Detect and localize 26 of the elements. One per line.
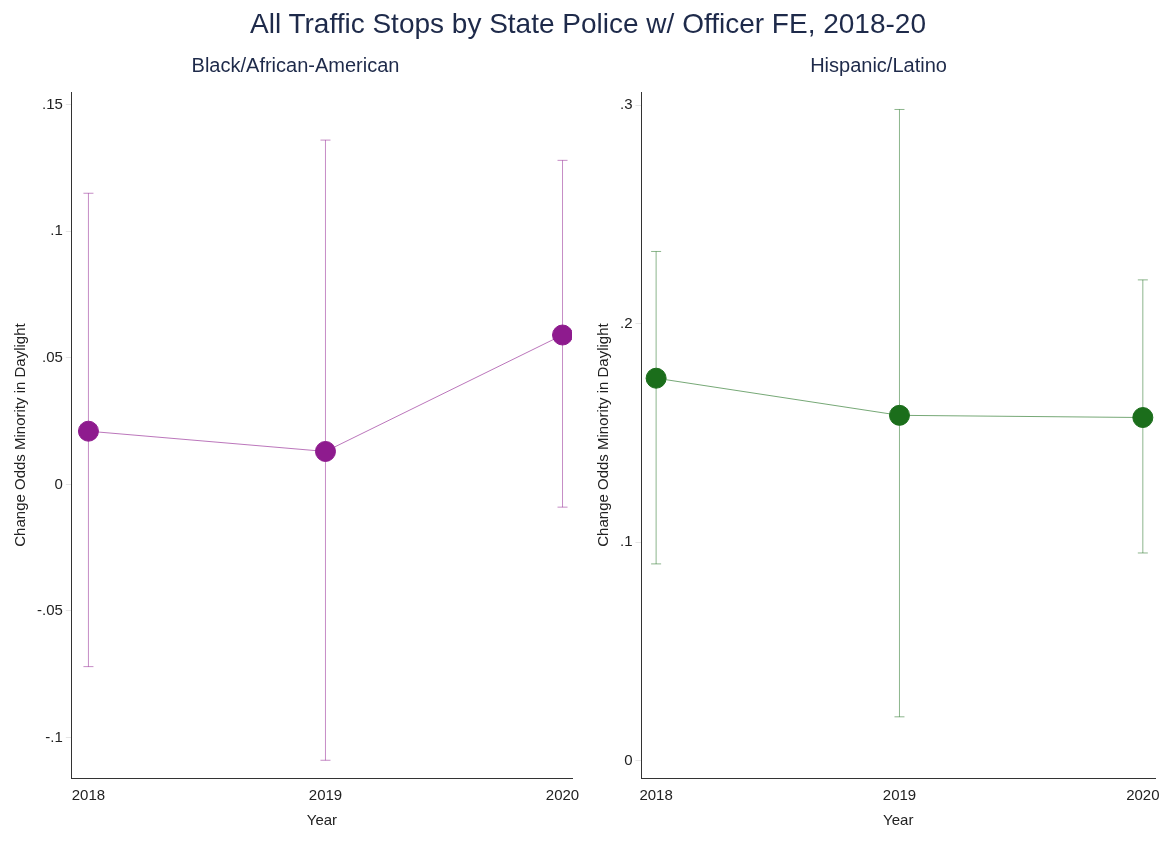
x-axis-title: Year xyxy=(883,811,914,829)
y-axis-title: Change Odds Minority in Daylight xyxy=(594,322,612,547)
y-tick-label: -.05 xyxy=(36,601,63,619)
y-tick-label: .05 xyxy=(41,347,63,365)
point xyxy=(77,420,99,442)
y-tick-label: .1 xyxy=(619,532,633,550)
point xyxy=(314,440,336,462)
y-tick-label: .1 xyxy=(50,221,63,239)
y-tick-label: .15 xyxy=(41,94,63,112)
x-tick-label: 2019 xyxy=(308,786,343,804)
chart-title: All Traffic Stops by State Police w/ Officer FE, 2018-20 xyxy=(249,8,927,40)
y-tick-label: .3 xyxy=(619,95,633,113)
x-tick-label: 2018 xyxy=(71,786,106,804)
x-tick-label: 2020 xyxy=(545,786,580,804)
chart-subtitle: Black/African-American xyxy=(191,53,400,76)
y-tick-label: 0 xyxy=(624,750,633,768)
x-tick-label: 2019 xyxy=(882,786,917,804)
point xyxy=(552,324,572,346)
x-tick-label: 2018 xyxy=(639,786,673,804)
y-tick-label: 0 xyxy=(54,474,63,492)
chart-subtitle: Hispanic/Latino xyxy=(810,53,947,76)
x-axis-title: Year xyxy=(306,811,338,829)
y-tick-label: -.1 xyxy=(45,727,63,745)
x-tick-label: 2020 xyxy=(1126,786,1160,804)
y-axis-title: Change Odds Minority in Daylight xyxy=(11,322,29,547)
y-tick-label: .2 xyxy=(619,313,633,331)
